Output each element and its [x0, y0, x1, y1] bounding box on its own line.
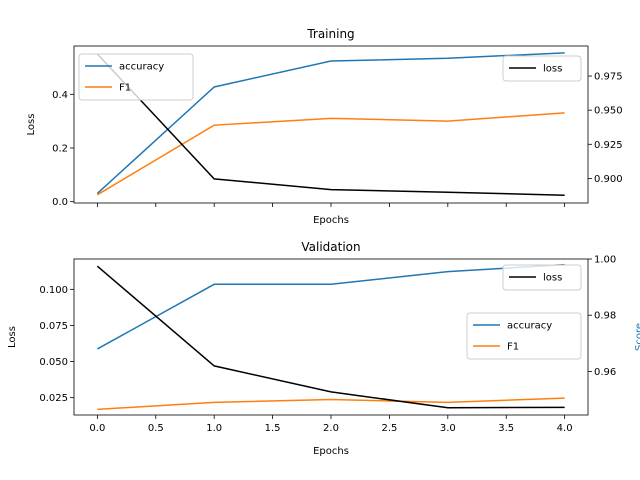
y2-tick-label: 0.925 — [594, 140, 623, 151]
y-tick-label: 0.050 — [39, 357, 68, 368]
y-tick-label: 0.100 — [39, 285, 68, 296]
legend-box — [502, 264, 582, 291]
training-subplot: 0.0 0.2 0.4 0.900 0.925 0.950 0.975 Training Epo… — [26, 27, 623, 226]
series-line-f1 — [96, 112, 565, 196]
x-tick-label: 0.0 — [89, 423, 105, 434]
x-axis-label: Epochs — [313, 446, 349, 457]
y-tick-label: 0.2 — [52, 143, 68, 154]
legend-label-f1: F1 — [507, 342, 519, 353]
x-tick-label: 4.0 — [557, 423, 573, 434]
legend-label-f1: F1 — [119, 83, 131, 94]
y-axis-label: Loss — [26, 114, 37, 136]
legend-scores: accuracy F1 — [78, 53, 194, 101]
x-tick-label: 3.5 — [498, 423, 514, 434]
legend-label-loss: loss — [543, 273, 562, 284]
x-tick-label: 2.5 — [381, 423, 397, 434]
series-line-f1 — [97, 397, 565, 411]
y-tick-label: 0.025 — [39, 393, 68, 404]
series-line-accuracy — [96, 263, 565, 350]
y2-tick-label: 0.900 — [594, 174, 623, 185]
y2-tick-label: 0.950 — [594, 106, 623, 117]
y2-tick-label: 1.00 — [594, 255, 616, 266]
legend-label-loss: loss — [543, 64, 562, 75]
series-line-loss — [96, 265, 565, 409]
y2-tick-label: 0.98 — [594, 311, 616, 322]
legend-label-accuracy: accuracy — [119, 62, 164, 73]
legend-scores: accuracy F1 — [466, 312, 582, 360]
series-line-accuracy — [96, 52, 565, 194]
y-tick-label: 0.0 — [52, 197, 68, 208]
y2-tick-label: 0.96 — [594, 367, 616, 378]
legend-loss: loss — [502, 55, 582, 82]
validation-subplot: 0.0 0.5 1.0 1.5 2.0 2.5 3.0 3.5 4.0 0.025 0.050 0.0… — [7, 240, 640, 457]
legend-loss: loss — [502, 264, 582, 291]
x-axis-label: Epochs — [313, 215, 349, 226]
chart-title: Training — [306, 27, 354, 41]
chart-title: Validation — [301, 240, 360, 254]
y-axis-label: Loss — [7, 326, 18, 348]
x-tick-label: 2.0 — [323, 423, 339, 434]
x-tick-label: 3.0 — [440, 423, 456, 434]
y2-tick-label: 0.975 — [594, 72, 623, 83]
y2-axis-label: Score — [634, 323, 640, 351]
y-tick-label: 0.4 — [52, 90, 68, 101]
x-tick-label: 0.5 — [148, 423, 164, 434]
series-line-loss — [96, 53, 565, 196]
legend-box — [502, 55, 582, 82]
x-tick-label: 1.5 — [265, 423, 281, 434]
y-tick-label: 0.075 — [39, 321, 68, 332]
legend-label-accuracy: accuracy — [507, 321, 552, 332]
x-tick-label: 1.0 — [206, 423, 222, 434]
